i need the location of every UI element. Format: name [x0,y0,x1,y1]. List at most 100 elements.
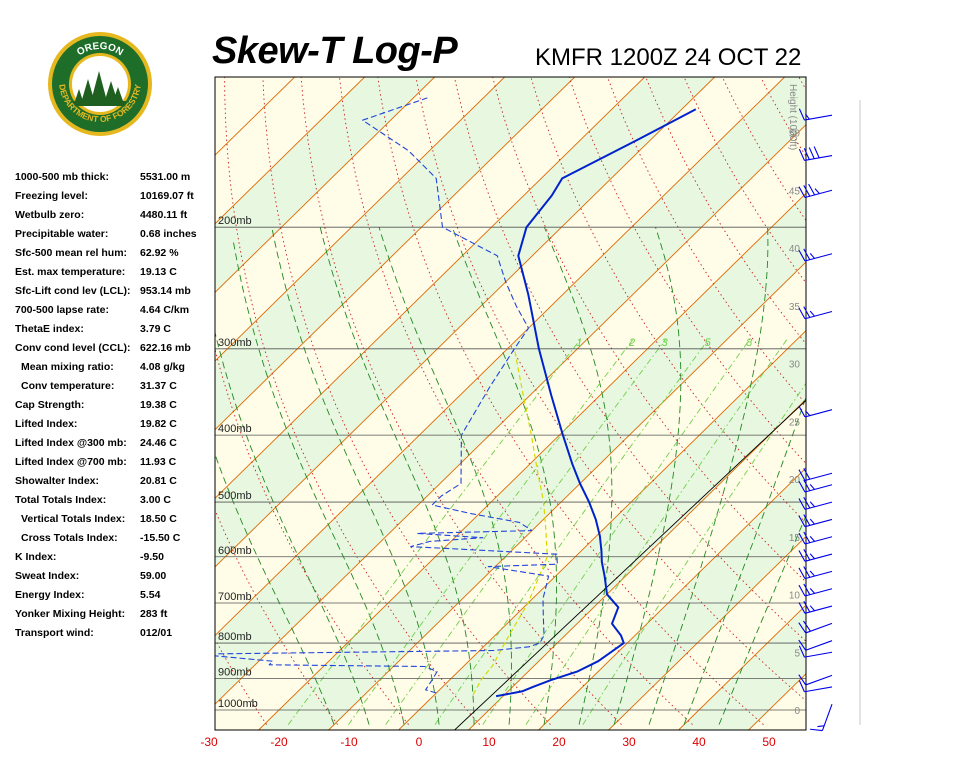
wind-barb-flag [803,531,811,543]
wind-barb-staff [804,409,833,418]
index-row: Freezing level: 10169.07 ft [15,187,215,206]
height-tick-label: 20 [789,475,801,486]
wind-barb [798,583,833,597]
mixing-ratio-label: 3 [662,337,669,349]
index-label: Cross Totals Index: [21,532,118,544]
isotherm-band [215,77,806,705]
dry-adiabat [339,77,693,725]
index-row: Lifted Index @300 mb: 24.46 C [15,434,215,453]
index-value: 10169.07 ft [140,190,194,202]
mixing-ratio-label: 5 [705,337,712,349]
index-value: 012/01 [140,627,173,639]
index-label: Wetbulb zero: [15,209,85,221]
chart-title: Skew-T Log-P [212,30,458,72]
wind-barb-flag [803,306,811,318]
index-row: Conv temperature: 31.37 C [15,377,215,396]
index-label: Yonker Mixing Height: [15,608,126,620]
index-label: Lifted Index: [15,418,78,430]
dry-adiabat [453,77,806,642]
height-axis-label: Height (1000ft) [787,84,798,150]
logo-ground [74,101,126,106]
index-row: Est. max temperature: 19.13 C [15,263,215,282]
mixing-ratio-line [348,338,634,725]
index-value: 3.79 C [140,323,171,335]
index-row: Wetbulb zero: 4480.11 ft [15,206,215,225]
wind-barb [810,704,833,732]
index-label: Sfc-Lift cond lev (LCL): [15,285,131,297]
mixing-ratio-line [482,338,751,725]
moist-adiabat [232,241,405,725]
wind-barb-flag [798,532,806,545]
wind-barb-flag [809,484,816,490]
wind-barb-staff [804,651,833,658]
index-label: Cap Strength: [15,399,85,411]
isotherm-line [215,77,785,637]
index-value: 19.13 C [140,266,177,278]
mixing-ratio-line [525,338,788,725]
wind-barb [798,620,833,634]
wind-barb-flag [798,550,806,562]
wind-barb-flag [798,249,806,262]
isobar-label: 200mb [218,215,252,227]
index-value: 283 ft [140,608,168,620]
index-label: Transport wind: [15,627,94,639]
mixing-ratio-line [582,382,806,725]
index-row: Total Totals Index: 3.00 C [15,491,215,510]
wind-barb [798,680,833,693]
index-label: Sweat Index: [15,570,80,582]
index-value: 11.93 C [140,456,177,468]
wind-barb [798,306,833,320]
wind-barb-flag [809,518,816,525]
index-value: 18.50 C [140,513,177,525]
index-row: Vertical Totals Index: 18.50 C [15,510,215,529]
dry-adiabat [60,74,196,725]
moist-adiabat [683,395,806,725]
index-value: 20.81 C [140,475,177,487]
x-tick-label: 40 [692,735,706,749]
wind-barb-flag [798,148,805,161]
wind-barb [798,468,833,482]
wind-barb-staff [805,622,833,634]
wind-barb-flag [803,548,811,561]
wind-barb-flag [803,148,810,160]
isotherm-line [819,77,960,730]
index-row: Sfc-Lift cond lev (LCL): 953.14 mb [15,282,215,301]
stability-indices-panel: 1000-500 mb thick: 5531.00 m Freezing leve… [15,168,215,643]
wind-barb-flag [817,725,825,728]
wind-barb [798,531,833,545]
wind-barb-flag [809,310,816,317]
height-tick-label: 50 [789,129,801,140]
height-tick-label: 35 [789,302,801,313]
wind-barb [798,639,833,651]
x-tick-label: 20 [552,735,566,749]
index-value: 622.16 mb [140,342,191,354]
moist-adiabat [451,227,557,725]
wind-barb [798,600,833,614]
isobar-label: 400mb [218,423,252,435]
wind-barb-flag [798,584,806,597]
isotherm-line [215,77,435,293]
moist-adiabat [215,453,335,725]
wind-barb-flag [798,307,806,320]
wind-barb-flag [798,674,807,686]
wind-barb-flag [803,514,811,526]
index-row: Precipitable water: 0.68 inches [15,225,215,244]
isobar-label: 300mb [218,337,252,349]
height-tick-label: 25 [789,417,801,428]
dry-adiabat [415,77,806,702]
wind-barb-flag [798,480,806,493]
index-row: ThetaE index: 3.79 C [15,320,215,339]
x-tick-label: -20 [270,735,288,749]
index-row: Transport wind: 012/01 [15,624,215,643]
index-value: 24.46 C [140,437,177,449]
index-row: Conv cond level (CCL): 622.16 mb [15,339,215,358]
mixing-ratio-line [287,338,582,725]
dry-adiabat [262,77,551,725]
index-row: Sweat Index: 59.00 [15,567,215,586]
index-value: 5.54 [140,589,161,601]
index-value: 4.08 g/kg [140,361,185,373]
wind-barb-staff [821,704,833,731]
index-row: Lifted Index: 19.82 C [15,415,215,434]
moist-adiabat [319,227,475,725]
